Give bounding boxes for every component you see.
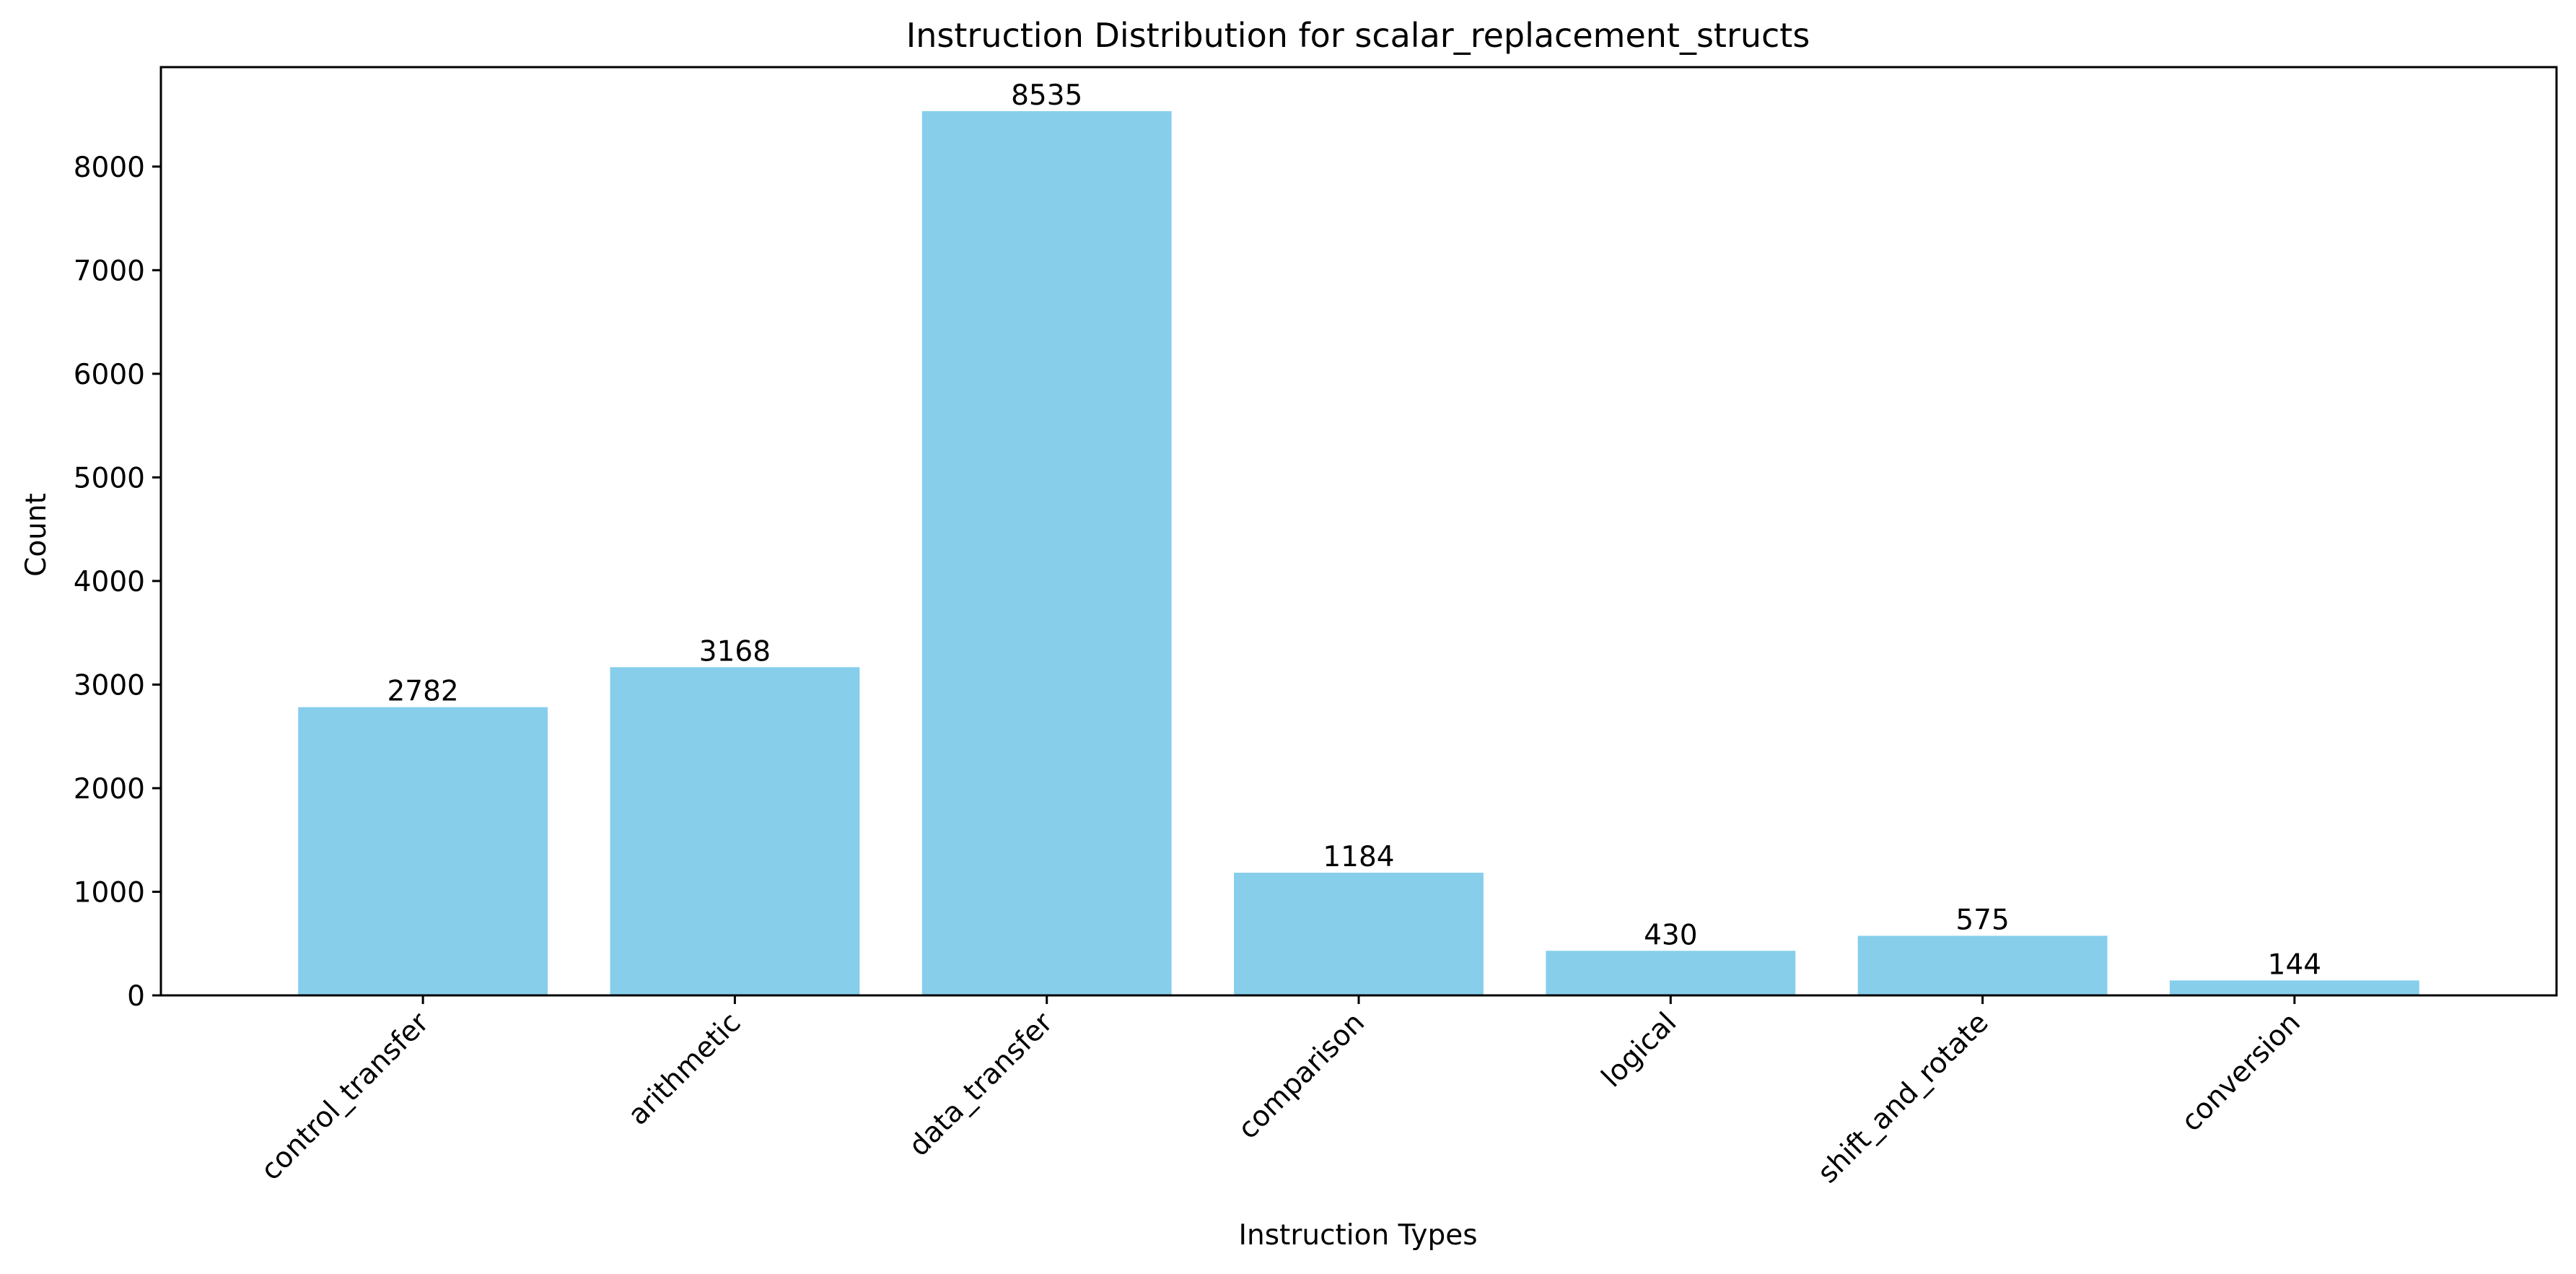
bar-data_transfer — [921, 110, 1172, 995]
bar-control_transfer — [298, 707, 548, 995]
x-tick-label-logical: logical — [1595, 1006, 1683, 1094]
data-label-logical: 430 — [1644, 919, 1697, 951]
y-tick-label-3000: 3000 — [74, 669, 145, 702]
x-axis-label: Instruction Types — [1238, 1219, 1477, 1252]
bar-shift_and_rotate — [1857, 935, 2108, 995]
bar-arithmetic — [610, 667, 860, 995]
y-tick-label-5000: 5000 — [74, 462, 145, 494]
data-label-shift_and_rotate: 575 — [1955, 904, 2009, 936]
x-tick-label-conversion: conversion — [2176, 1006, 2307, 1138]
y-tick-label-1000: 1000 — [74, 876, 145, 909]
y-tick-label-7000: 7000 — [74, 255, 145, 287]
bar-comparison — [1234, 873, 1484, 995]
data-label-data_transfer: 8535 — [1011, 79, 1082, 112]
y-axis-label: Count — [20, 493, 53, 577]
bar-conversion — [2169, 980, 2419, 995]
data-label-comparison: 1184 — [1323, 841, 1394, 873]
plot-area: 2782 3168 8535 1184 430 575 144 0 1000 2000 3000 40… — [74, 66, 2558, 1190]
y-tick-label-4000: 4000 — [74, 566, 145, 598]
data-label-control_transfer: 2782 — [387, 676, 458, 708]
x-tick-label-arithmetic: arithmetic — [622, 1006, 747, 1131]
x-tick-label-data_transfer: data_transfer — [903, 1006, 1059, 1163]
chart-title: Instruction Distribution for scalar_repl… — [906, 16, 1810, 55]
y-tick-label-0: 0 — [127, 980, 145, 1013]
bar-logical — [1546, 951, 1796, 995]
x-tick-label-comparison: comparison — [1232, 1006, 1371, 1146]
x-tick-label-shift_and_rotate: shift_and_rotate — [1812, 1006, 1995, 1190]
plot-frame — [159, 66, 2558, 997]
y-tick-label-8000: 8000 — [74, 152, 145, 184]
y-tick-label-2000: 2000 — [74, 773, 145, 806]
x-tick-label-control_transfer: control_transfer — [255, 1006, 436, 1187]
y-tick-label-6000: 6000 — [74, 359, 145, 391]
data-label-conversion: 144 — [2268, 948, 2321, 981]
data-label-arithmetic: 3168 — [699, 635, 771, 668]
